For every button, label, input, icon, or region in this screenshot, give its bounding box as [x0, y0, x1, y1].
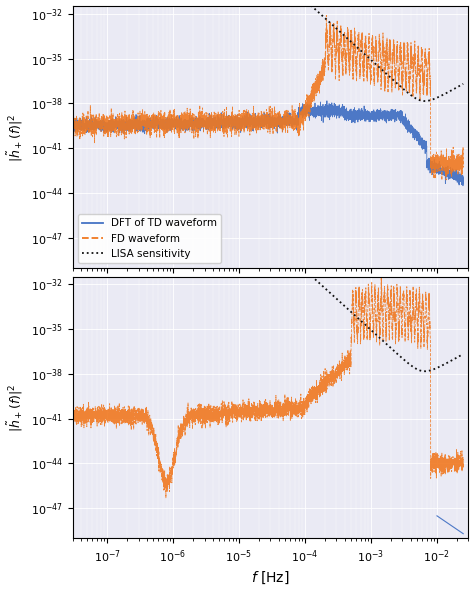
LISA sensitivity [422, 98, 428, 105]
FD waveform [305, 101, 310, 108]
X-axis label: $f$ [Hz]: $f$ [Hz] [251, 570, 290, 587]
FD waveform [443, 176, 449, 184]
LISA sensitivity [460, 81, 466, 88]
DFT of TD waveform [305, 102, 310, 110]
Line: FD waveform: FD waveform [74, 15, 463, 180]
DFT of TD waveform [142, 117, 147, 124]
FD waveform [220, 110, 226, 117]
FD waveform [324, 12, 329, 19]
Legend: DFT of TD waveform, FD waveform, LISA sensitivity: DFT of TD waveform, FD waveform, LISA se… [78, 214, 221, 263]
DFT of TD waveform [324, 113, 330, 120]
LISA sensitivity [305, 0, 310, 6]
DFT of TD waveform [460, 175, 466, 182]
DFT of TD waveform [391, 110, 397, 117]
LISA sensitivity [391, 77, 397, 84]
LISA sensitivity [362, 50, 367, 57]
DFT of TD waveform [324, 97, 330, 104]
FD waveform [460, 164, 466, 171]
DFT of TD waveform [460, 182, 466, 189]
Y-axis label: $|\tilde{h}_+(f)|^2$: $|\tilde{h}_+(f)|^2$ [6, 383, 25, 432]
DFT of TD waveform [71, 124, 77, 131]
Line: DFT of TD waveform: DFT of TD waveform [74, 101, 463, 186]
DFT of TD waveform [362, 112, 367, 120]
FD waveform [324, 30, 330, 37]
LISA sensitivity [324, 17, 330, 24]
DFT of TD waveform [220, 126, 226, 133]
Line: LISA sensitivity: LISA sensitivity [74, 0, 463, 101]
FD waveform [391, 53, 397, 60]
FD waveform [362, 54, 367, 62]
FD waveform [71, 120, 77, 127]
Y-axis label: $|\tilde{h}_+(f)|^2$: $|\tilde{h}_+(f)|^2$ [6, 113, 25, 162]
FD waveform [142, 116, 147, 123]
